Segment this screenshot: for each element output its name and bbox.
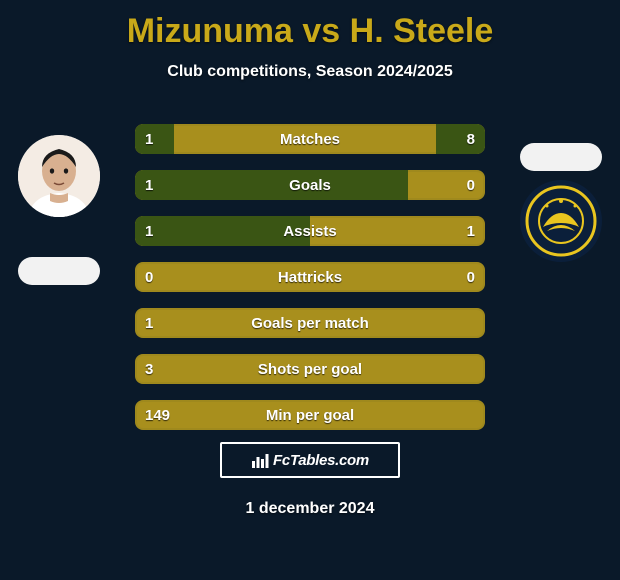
stat-label: Goals [135, 170, 485, 200]
stat-label: Min per goal [135, 400, 485, 430]
date-label: 1 december 2024 [0, 500, 620, 518]
player-right-tag [520, 143, 602, 171]
fctables-label: FcTables.com [273, 452, 369, 469]
stat-label: Matches [135, 124, 485, 154]
stat-value-right [465, 354, 485, 384]
stat-label: Hattricks [135, 262, 485, 292]
stat-bar: 0Hattricks0 [135, 262, 485, 292]
stat-bar: 1Goals0 [135, 170, 485, 200]
stat-value-right [465, 400, 485, 430]
page-title: Mizunuma vs H. Steele [0, 0, 620, 51]
club-crest-icon [525, 185, 597, 257]
stat-bar: 1Matches8 [135, 124, 485, 154]
stat-bar: 149Min per goal [135, 400, 485, 430]
player-left-tag [18, 257, 100, 285]
stat-bar: 3Shots per goal [135, 354, 485, 384]
stat-bar: 1Goals per match [135, 308, 485, 338]
stat-value-right: 1 [457, 216, 485, 246]
stat-value-right: 0 [457, 170, 485, 200]
stat-label: Assists [135, 216, 485, 246]
player-left-avatar [18, 135, 100, 217]
stat-value-right [465, 308, 485, 338]
stat-bar: 1Assists1 [135, 216, 485, 246]
stat-value-right: 0 [457, 262, 485, 292]
player-right-avatar [520, 180, 602, 262]
stat-bars: 1Matches81Goals01Assists10Hattricks01Goa… [135, 124, 485, 446]
page-subtitle: Club competitions, Season 2024/2025 [0, 63, 620, 81]
stat-label: Shots per goal [135, 354, 485, 384]
stat-value-right: 8 [457, 124, 485, 154]
stat-label: Goals per match [135, 308, 485, 338]
fctables-badge[interactable]: FcTables.com [220, 442, 400, 478]
person-icon [18, 135, 100, 217]
chart-bars-icon [251, 451, 269, 469]
